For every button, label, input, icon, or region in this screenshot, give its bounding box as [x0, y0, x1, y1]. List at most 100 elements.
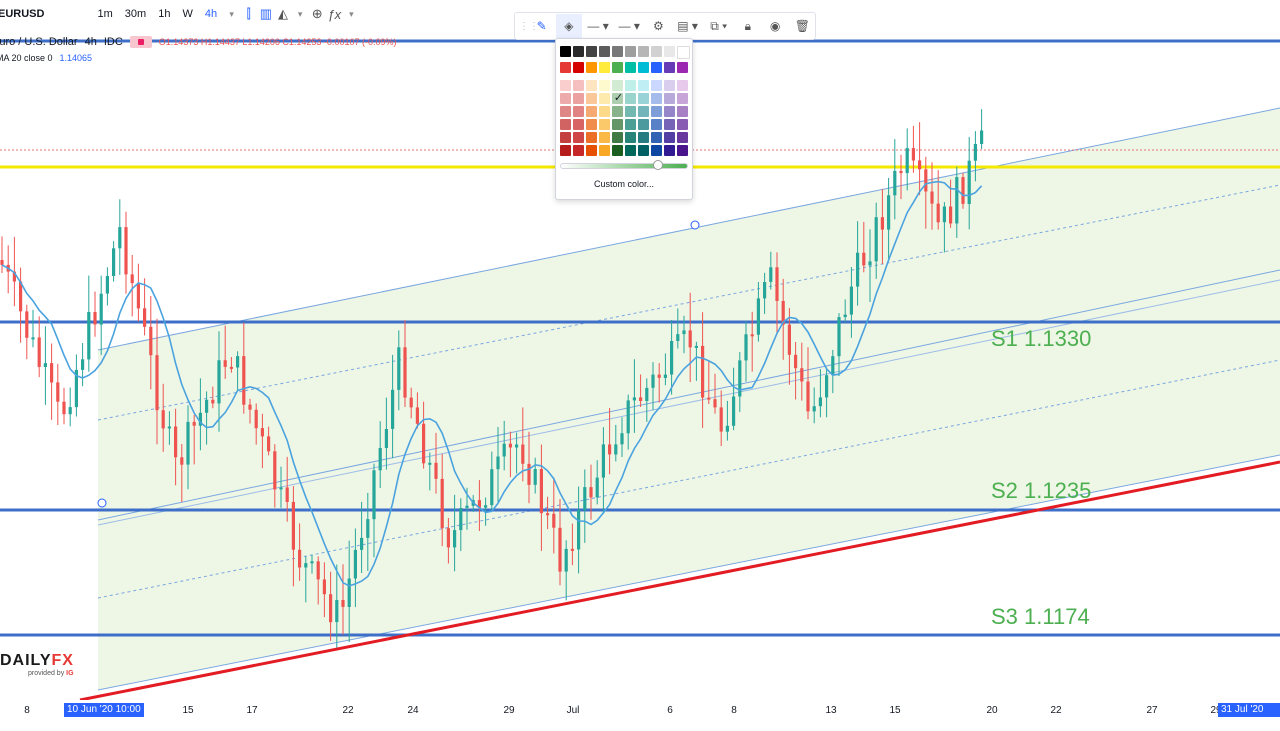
color-swatch[interactable] — [651, 46, 662, 57]
bar-style-icon[interactable]: ⫿ — [246, 6, 251, 21]
line-width-icon[interactable]: — ▾ — [618, 19, 640, 33]
color-swatch[interactable] — [599, 46, 610, 57]
chevron-down-icon[interactable]: ▾ — [349, 8, 354, 19]
ma-label[interactable]: MA 20 close 0 — [0, 53, 53, 63]
color-swatch[interactable] — [638, 145, 649, 156]
color-swatch[interactable] — [638, 93, 649, 104]
color-swatch[interactable] — [573, 132, 584, 143]
color-swatch[interactable] — [560, 46, 571, 57]
drag-handle-icon[interactable]: ⋮⋮ — [519, 20, 539, 32]
color-swatch[interactable] — [651, 93, 662, 104]
color-swatch[interactable] — [664, 93, 675, 104]
interval-4h[interactable]: 4h — [204, 8, 218, 20]
color-swatch[interactable] — [612, 46, 623, 57]
color-swatch[interactable] — [599, 93, 610, 104]
color-swatch[interactable] — [638, 46, 649, 57]
color-swatch[interactable] — [560, 132, 571, 143]
interval-1h[interactable]: 1h — [158, 8, 171, 20]
color-swatch[interactable] — [638, 106, 649, 117]
eye-icon[interactable]: ◉ — [769, 19, 781, 33]
color-swatch[interactable] — [625, 80, 636, 91]
color-swatch[interactable] — [651, 62, 662, 73]
compare-add-icon[interactable]: ⊕ — [311, 6, 323, 21]
color-swatch[interactable] — [560, 119, 571, 130]
chevron-down-icon[interactable]: ▾ — [297, 8, 303, 19]
color-swatch[interactable] — [651, 145, 662, 156]
color-swatch[interactable] — [677, 46, 690, 59]
color-swatch[interactable] — [612, 106, 623, 117]
color-swatch[interactable] — [599, 62, 610, 73]
color-swatch[interactable] — [651, 80, 662, 91]
color-swatch[interactable] — [612, 119, 623, 130]
custom-color-button[interactable]: Custom color... — [593, 179, 655, 189]
lock-icon[interactable]: 🔒︎ — [744, 18, 752, 33]
clone-icon[interactable]: ⧉ ▾ — [710, 18, 728, 33]
interval-week[interactable]: W — [182, 8, 193, 20]
color-swatch[interactable] — [677, 80, 688, 91]
color-swatch[interactable] — [664, 62, 675, 73]
color-swatch[interactable] — [625, 132, 636, 143]
color-swatch[interactable] — [612, 145, 623, 156]
color-swatch[interactable] — [586, 46, 597, 57]
color-swatch[interactable] — [573, 145, 584, 156]
color-swatch[interactable] — [573, 106, 584, 117]
color-swatch[interactable] — [677, 132, 688, 143]
color-swatch[interactable] — [599, 132, 610, 143]
color-swatch[interactable] — [586, 145, 597, 156]
color-swatch[interactable] — [586, 106, 597, 117]
color-swatch[interactable] — [573, 119, 584, 130]
color-swatch[interactable] — [638, 132, 649, 143]
color-swatch[interactable] — [638, 62, 649, 73]
opacity-slider[interactable] — [560, 163, 688, 169]
color-swatch[interactable] — [625, 62, 636, 73]
flag-icon[interactable] — [129, 36, 152, 48]
color-swatch[interactable] — [664, 132, 675, 143]
color-swatch[interactable] — [612, 93, 623, 104]
template-icon[interactable]: ▤ ▾ — [677, 19, 698, 33]
color-swatch[interactable] — [586, 132, 597, 143]
symbol-name[interactable]: EURUSD — [0, 8, 45, 20]
color-swatch[interactable] — [560, 62, 571, 73]
chevron-down-icon[interactable]: ▾ — [229, 8, 234, 19]
pencil-icon[interactable]: ✎ — [536, 19, 547, 33]
color-swatch[interactable] — [586, 119, 597, 130]
color-swatch[interactable] — [560, 106, 571, 117]
color-swatch[interactable] — [664, 80, 675, 91]
gear-icon[interactable]: ⚙ — [652, 19, 664, 33]
color-swatch[interactable] — [664, 145, 675, 156]
interval-30m[interactable]: 30m — [124, 8, 147, 20]
color-swatch[interactable] — [586, 80, 597, 91]
color-swatch[interactable] — [573, 93, 584, 104]
color-swatch[interactable] — [586, 93, 597, 104]
indicators-fx-icon[interactable]: ƒx — [327, 6, 342, 22]
color-swatch[interactable] — [599, 80, 610, 91]
color-swatch[interactable] — [599, 119, 610, 130]
color-swatch[interactable] — [625, 106, 636, 117]
line-style-icon[interactable]: — ▾ — [587, 19, 609, 33]
color-swatch[interactable] — [677, 119, 688, 130]
trash-icon[interactable]: 🗑︎ — [794, 19, 810, 33]
color-swatch[interactable] — [560, 145, 571, 156]
fill-bucket-icon[interactable]: ◈ — [556, 14, 582, 38]
candles-icon[interactable]: ▥ — [259, 6, 273, 21]
color-swatch[interactable] — [560, 93, 571, 104]
color-swatch[interactable] — [573, 46, 584, 57]
color-swatch[interactable] — [625, 46, 636, 57]
color-swatch[interactable] — [599, 145, 610, 156]
color-swatch[interactable] — [677, 106, 688, 117]
color-swatch[interactable] — [560, 80, 571, 91]
color-swatch[interactable] — [612, 132, 623, 143]
time-axis[interactable]: 29 27 22 20 15 13 8 6 Jul 29 24 22 17 15 8 10 Jun '20 … — [0, 700, 1280, 729]
color-swatch[interactable] — [612, 80, 623, 91]
color-swatch[interactable] — [651, 132, 662, 143]
color-swatch[interactable] — [625, 119, 636, 130]
color-swatch[interactable] — [664, 46, 675, 57]
color-swatch[interactable] — [586, 62, 597, 73]
color-swatch[interactable] — [638, 119, 649, 130]
color-swatch[interactable] — [677, 62, 688, 73]
color-swatch[interactable] — [612, 62, 623, 73]
color-swatch[interactable] — [664, 106, 675, 117]
color-swatch[interactable] — [651, 119, 662, 130]
color-swatch[interactable] — [677, 93, 688, 104]
